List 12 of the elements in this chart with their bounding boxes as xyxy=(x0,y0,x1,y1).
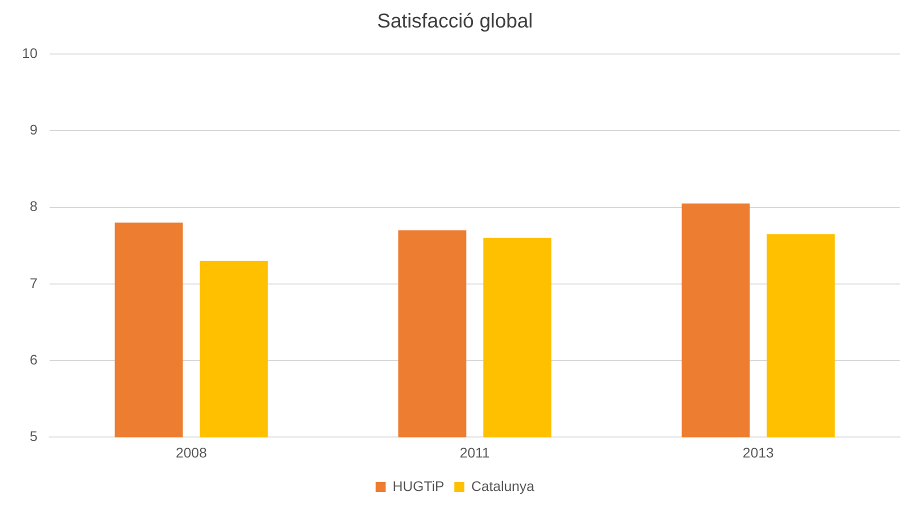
y-tick-label: 10 xyxy=(22,44,38,61)
chart-title: Satisfacció global xyxy=(377,10,533,33)
y-tick-label: 8 xyxy=(30,198,38,214)
y-tick-label: 6 xyxy=(30,351,38,368)
y-tick-label: 5 xyxy=(30,428,38,444)
y-tick-label: 9 xyxy=(30,122,38,138)
y-tick-label: 7 xyxy=(30,274,38,291)
x-tick-label: 2008 xyxy=(176,444,208,460)
x-tick-label: 2011 xyxy=(460,444,490,460)
legend-label: Catalunya xyxy=(471,478,535,494)
legend-label: HUGTiP xyxy=(392,478,444,494)
x-tick-label: 2013 xyxy=(742,444,774,460)
